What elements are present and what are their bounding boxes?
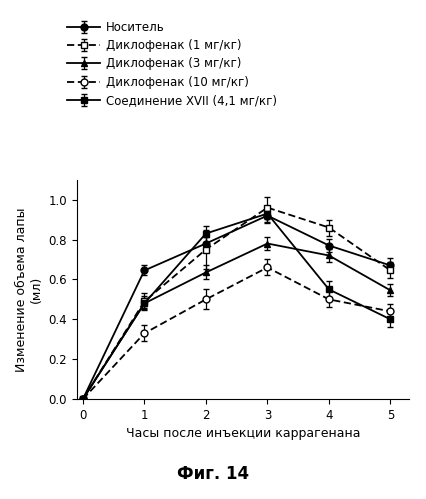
X-axis label: Часы после инъекции каррагенана: Часы после инъекции каррагенана	[126, 428, 360, 441]
Legend: Носитель, Диклофенак (1 мг/кг), Диклофенак (3 мг/кг), Диклофенак (10 мг/кг), Сое: Носитель, Диклофенак (1 мг/кг), Диклофен…	[67, 21, 277, 107]
Text: Фиг. 14: Фиг. 14	[177, 465, 249, 483]
Y-axis label: Изменение объема лапы
(мл): Изменение объема лапы (мл)	[15, 207, 43, 372]
